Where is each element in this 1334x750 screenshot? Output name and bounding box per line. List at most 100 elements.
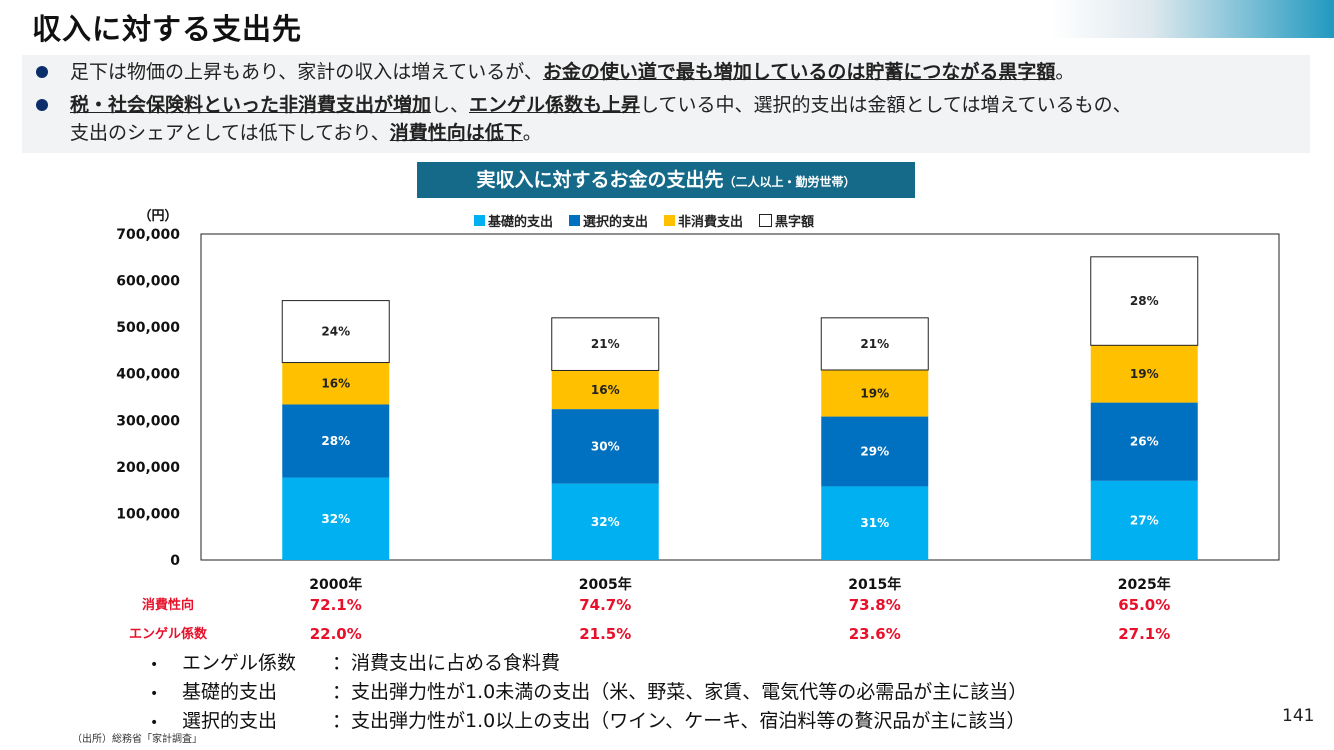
chart-subtitle: （二人以上・勤労世帯） — [723, 175, 856, 189]
bullet1-end: 。 — [1055, 61, 1075, 83]
row-value: 74.7% — [579, 596, 631, 614]
bullet1-emphasis: お金の使い道で最も増加しているのは貯蓄につながる黒字額 — [542, 61, 1056, 83]
y-axis-unit-label: （円） — [138, 208, 177, 224]
definition-notes: • エンゲル係数 ：消費支出に占める食料費 • 基礎的支出 ：支出弾力性が1.0未満の支… — [150, 650, 1027, 737]
bar-segment-3 — [820, 317, 929, 371]
legend-label: 選択的支出 — [583, 214, 649, 230]
x-tick-label: 2015年 — [848, 576, 901, 593]
row-value: 22.0% — [310, 625, 362, 643]
bullet2-emphasis-1: 税・社会保険料といった非消費支出が増加 — [70, 94, 432, 116]
page-number: 141 — [1282, 706, 1315, 726]
note-bullet-icon: • — [150, 686, 159, 702]
bar-data-label: 30% — [591, 439, 620, 453]
bar-segment-0 — [551, 483, 659, 560]
row-value: 27.1% — [1118, 625, 1170, 643]
legend-item: 非消費支出 — [664, 211, 743, 230]
note-term: 基礎的支出 — [182, 681, 278, 703]
y-tick-label: 700,000 — [116, 227, 180, 243]
legend-item: 黒字額 — [759, 211, 814, 230]
bullet2-line2-end: 。 — [522, 122, 542, 144]
bullet2-text-2: している中、選択的支出は金額としては増えているもの、 — [640, 94, 1132, 116]
row-value: 72.1% — [310, 596, 362, 614]
y-tick-label: 0 — [170, 553, 180, 569]
row-value: 21.5% — [579, 625, 631, 643]
bullet2-text-1: し、 — [431, 94, 470, 116]
bar-segment-3 — [1090, 256, 1199, 346]
legend-label: 非消費支出 — [678, 214, 744, 230]
legend-label: 黒字額 — [775, 214, 815, 230]
bar-data-label: 16% — [321, 376, 350, 390]
summary-box: 足下は物価の上昇もあり、家計の収入は増えているが、お金の使い道で最も増加している… — [22, 55, 1310, 153]
bullet2-emphasis-2: エンゲル係数も上昇 — [469, 94, 641, 116]
note-desc: ：支出弾力性が1.0以上の支出（ワイン、ケーキ、宿泊料等の贅沢品が主に該当） — [332, 710, 1026, 732]
bar-data-label: 19% — [1130, 367, 1159, 381]
y-tick-label: 100,000 — [116, 506, 180, 522]
bar-segment-1 — [282, 404, 390, 478]
x-tick-label: 2025年 — [1118, 576, 1171, 593]
row-value: 73.8% — [849, 596, 901, 614]
bar-data-label: 24% — [321, 325, 350, 339]
note-bullet-icon: • — [150, 657, 159, 673]
legend-swatch — [664, 214, 676, 226]
bullet1-text: 足下は物価の上昇もあり、家計の収入は増えているが、 — [70, 61, 543, 83]
bar-segment-1 — [551, 409, 659, 484]
row-value: 65.0% — [1118, 596, 1170, 614]
bar-data-label: 28% — [1130, 294, 1159, 308]
note-selective: • 選択的支出 ：支出弾力性が1.0以上の支出（ワイン、ケーキ、宿泊料等の贅沢品が主… — [150, 708, 1027, 737]
bullet-dot-icon — [36, 66, 48, 78]
bar-data-label: 21% — [591, 337, 620, 351]
y-tick-label: 500,000 — [116, 320, 180, 336]
bar-data-label: 32% — [321, 512, 350, 526]
legend-item: 基礎的支出 — [474, 211, 553, 230]
legend-item: 選択的支出 — [569, 211, 648, 230]
chart-title: 実収入に対するお金の支出先 — [476, 169, 724, 191]
bullet2-line2-emphasis: 消費性向は低下 — [389, 122, 523, 144]
y-tick-label: 600,000 — [116, 274, 180, 290]
bar-segment-0 — [821, 486, 929, 560]
bar-segment-2 — [282, 362, 390, 405]
bar-data-label: 28% — [321, 434, 350, 448]
stacked-bar-chart: （円） 0 100,000 200,000 300,000 400,000 500,000 6… — [116, 208, 1280, 643]
legend-swatch — [759, 213, 773, 227]
y-tick-label: 300,000 — [116, 413, 180, 429]
row-value: 23.6% — [849, 625, 901, 643]
y-tick-label: 400,000 — [116, 367, 180, 383]
bar-data-label: 19% — [860, 386, 889, 400]
note-bullet-icon: • — [150, 715, 159, 731]
legend-swatch — [474, 214, 485, 226]
row-label: エンゲル係数 — [129, 626, 208, 642]
note-desc: ：支出弾力性が1.0未満の支出（米、野菜、家賃、電気代等の必需品が主に該当） — [332, 681, 1028, 703]
bar-segment-2 — [1090, 345, 1198, 403]
x-tick-label: 2005年 — [579, 576, 632, 593]
legend-label: 基礎的支出 — [488, 214, 554, 230]
note-desc: ：消費支出に占める食料費 — [332, 652, 561, 674]
header-gradient-bar — [1050, 0, 1334, 38]
y-tick-label: 200,000 — [116, 460, 180, 476]
source-note: （出所）総務省「家計調査」 — [72, 734, 202, 745]
chart-title-banner: 実収入に対するお金の支出先（二人以上・勤労世帯） — [417, 162, 915, 198]
bar-segment-2 — [551, 370, 659, 410]
bar-data-label: 21% — [860, 337, 889, 351]
page-title: 収入に対する支出先 — [32, 12, 303, 46]
plot-frame — [200, 233, 1280, 561]
bar-segment-0 — [1090, 480, 1198, 560]
note-term: エンゲル係数 — [182, 652, 297, 674]
bar-data-label: 16% — [591, 383, 620, 397]
note-term: 選択的支出 — [182, 710, 278, 732]
bar-segment-1 — [1090, 402, 1198, 481]
bar-segment-2 — [821, 369, 929, 417]
bar-data-label: 29% — [860, 444, 889, 458]
bar-segment-3 — [281, 300, 390, 364]
bullet2-line2-text: 支出のシェアとしては低下しており、 — [70, 122, 390, 144]
bar-segment-0 — [282, 477, 390, 560]
bar-segment-1 — [821, 416, 929, 487]
note-basic: • 基礎的支出 ：支出弾力性が1.0未満の支出（米、野菜、家賃、電気代等の必需品が主… — [150, 679, 1027, 708]
bar-data-label: 26% — [1130, 435, 1159, 449]
row-label: 消費性向 — [142, 597, 194, 613]
bar-data-label: 31% — [860, 516, 889, 530]
bar-data-label: 27% — [1130, 513, 1159, 527]
bar-segment-3 — [551, 317, 660, 371]
chart-legend: 基礎的支出 選択的支出 非消費支出 黒字額 — [474, 211, 814, 230]
bullet-dot-icon — [36, 99, 48, 111]
x-tick-label: 2000年 — [309, 576, 362, 593]
